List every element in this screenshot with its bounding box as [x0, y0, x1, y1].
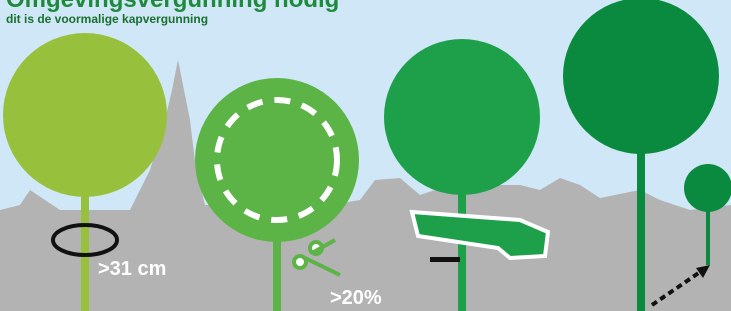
subtitle: dit is de voormalige kapvergunning: [6, 12, 208, 26]
trunk: [637, 150, 645, 311]
tree-crown: [563, 0, 719, 154]
tree-crown: [3, 33, 167, 197]
tree-crown: [684, 164, 731, 212]
trunk: [81, 190, 89, 311]
trunk: [458, 190, 466, 311]
infographic: Omgevingsvergunning nodig dit is de voor…: [0, 0, 731, 311]
trunk: [273, 230, 281, 311]
tree-crown: [384, 39, 540, 195]
pruning-label: >20%: [330, 287, 382, 310]
trunk-size-label: >31 cm: [98, 258, 166, 281]
